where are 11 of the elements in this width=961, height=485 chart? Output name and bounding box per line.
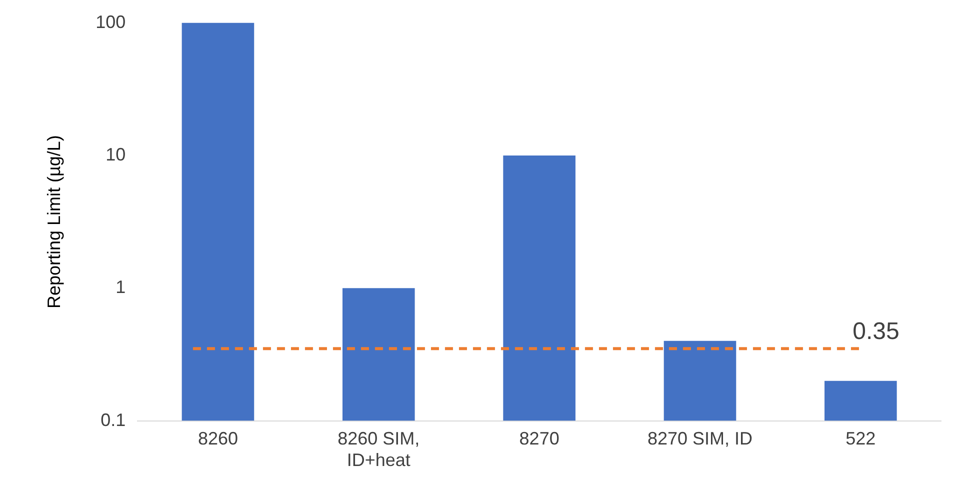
x-tick-label: 8270 SIM, ID [647, 428, 753, 449]
x-tick-label: 8270 [519, 428, 560, 449]
y-tick-label: 1 [116, 277, 126, 298]
y-tick-label: 100 [96, 12, 126, 32]
ref-line-label: 0.35 [852, 318, 900, 346]
x-tick-label: 8260 [198, 428, 238, 449]
y-tick-label: 10 [106, 144, 126, 164]
x-tick-label: 522 [846, 428, 876, 449]
y-axis-title: Reporting Limit (µg/L) [44, 135, 64, 309]
x-tick-label: 8260 SIM, ID+heat [338, 428, 420, 470]
y-tick-label: 0.1 [100, 410, 126, 430]
